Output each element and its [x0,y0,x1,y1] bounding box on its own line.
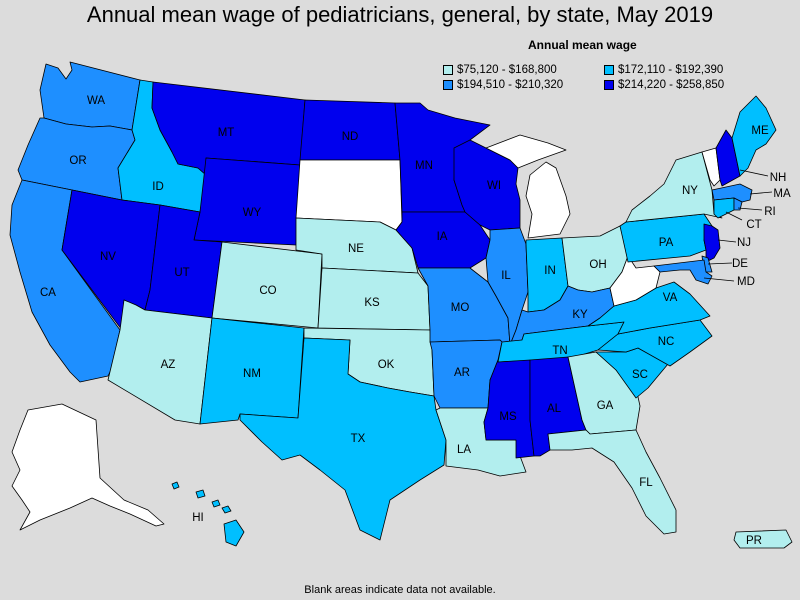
legend-swatch-tier4 [604,80,614,90]
leader-MA [749,191,773,195]
state-label-OH: OH [589,259,606,271]
state-label-OK: OK [378,359,395,371]
state-label-KY: KY [572,309,588,321]
state-RI[interactable] [733,197,743,211]
state-label-TN: TN [552,345,567,357]
state-label-NM: NM [243,368,261,380]
state-label-WI: WI [487,180,501,192]
legend-label-tier2: $172,110 - $192,390 [618,64,724,76]
state-label-MS: MS [499,411,517,423]
state-label-MN: MN [415,160,433,172]
state-MD[interactable] [653,259,713,285]
state-NJ[interactable] [703,223,721,263]
state-MI[interactable] [485,134,571,239]
state-label-MO: MO [451,302,470,314]
state-label-OR: OR [69,155,86,167]
state-label-CA: CA [40,287,56,299]
state-label-NH: NH [770,172,787,184]
state-label-ID: ID [152,181,164,193]
state-label-VA: VA [663,292,678,304]
leader-NJ [717,239,737,243]
state-HI-4[interactable] [221,505,232,514]
state-label-NE: NE [348,243,364,255]
state-label-NV: NV [100,251,116,263]
state-label-MD: MD [737,276,755,288]
state-label-NC: NC [658,336,675,348]
legend-label-tier4: $214,220 - $258,850 [618,79,725,91]
state-label-GA: GA [597,400,614,412]
legend-item-tier3: $194,510 - $210,320 [443,79,563,91]
state-label-AR: AR [454,367,470,379]
state-label-IL: IL [501,270,511,282]
state-label-MA: MA [773,188,791,200]
legend-title: Annual mean wage [528,38,637,52]
legend-swatch-tier2 [604,65,614,75]
state-label-PA: PA [659,237,674,249]
state-label-LA: LA [457,444,471,456]
state-HI-3[interactable] [211,499,221,508]
state-label-ME: ME [751,125,769,137]
legend-label-tier3: $194,510 - $210,320 [457,79,564,91]
state-CA[interactable] [9,179,121,383]
state-label-IN: IN [544,265,556,277]
state-label-CT: CT [746,219,761,231]
state-CT[interactable] [713,197,735,219]
state-HI-5[interactable] [223,519,245,547]
legend-item-tier2: $172,110 - $192,390 [604,64,723,76]
state-label-ND: ND [342,131,359,143]
state-VT[interactable] [701,147,721,187]
state-label-DE: DE [732,258,748,270]
state-label-UT: UT [174,267,189,279]
leader-DE [707,262,733,265]
state-label-NJ: NJ [737,237,751,249]
state-FL[interactable] [547,429,677,535]
legend-label-tier1: $75,120 - $168,800 [457,64,557,76]
map-title: Annual mean wage of pediatricians, gener… [86,2,714,27]
leader-CT [725,211,743,221]
state-ND[interactable] [299,99,401,161]
state-label-TX: TX [351,433,366,445]
state-label-RI: RI [764,206,776,218]
legend-swatch-tier3 [443,80,453,90]
leader-RI [737,207,763,211]
state-label-NY: NY [682,185,698,197]
state-AK[interactable] [11,403,165,531]
leader-NH [739,169,769,177]
legend-item-tier1: $75,120 - $168,800 [443,64,557,76]
state-label-IA: IA [437,231,448,243]
state-label-AZ: AZ [161,359,176,371]
state-label-MT: MT [218,127,235,139]
legend-item-tier4: $214,220 - $258,850 [604,79,724,91]
state-ME[interactable] [731,95,777,177]
state-label-SC: SC [632,369,648,381]
state-HI-2[interactable] [195,489,206,499]
state-WY[interactable] [193,157,301,246]
state-HI-1[interactable] [171,481,180,490]
state-label-CO: CO [259,285,276,297]
state-label-HI: HI [192,512,204,524]
leader-MD [703,277,735,282]
footnote: Blank areas indicate data not available. [304,584,496,596]
state-label-AL: AL [547,403,562,415]
state-label-FL: FL [639,477,653,489]
state-label-PR: PR [746,535,762,547]
state-TX[interactable] [239,337,447,541]
state-label-WY: WY [243,207,262,219]
state-label-KS: KS [364,297,380,309]
state-label-WA: WA [87,95,105,107]
state-PR[interactable] [733,529,793,549]
legend-swatch-tier1 [443,65,453,75]
